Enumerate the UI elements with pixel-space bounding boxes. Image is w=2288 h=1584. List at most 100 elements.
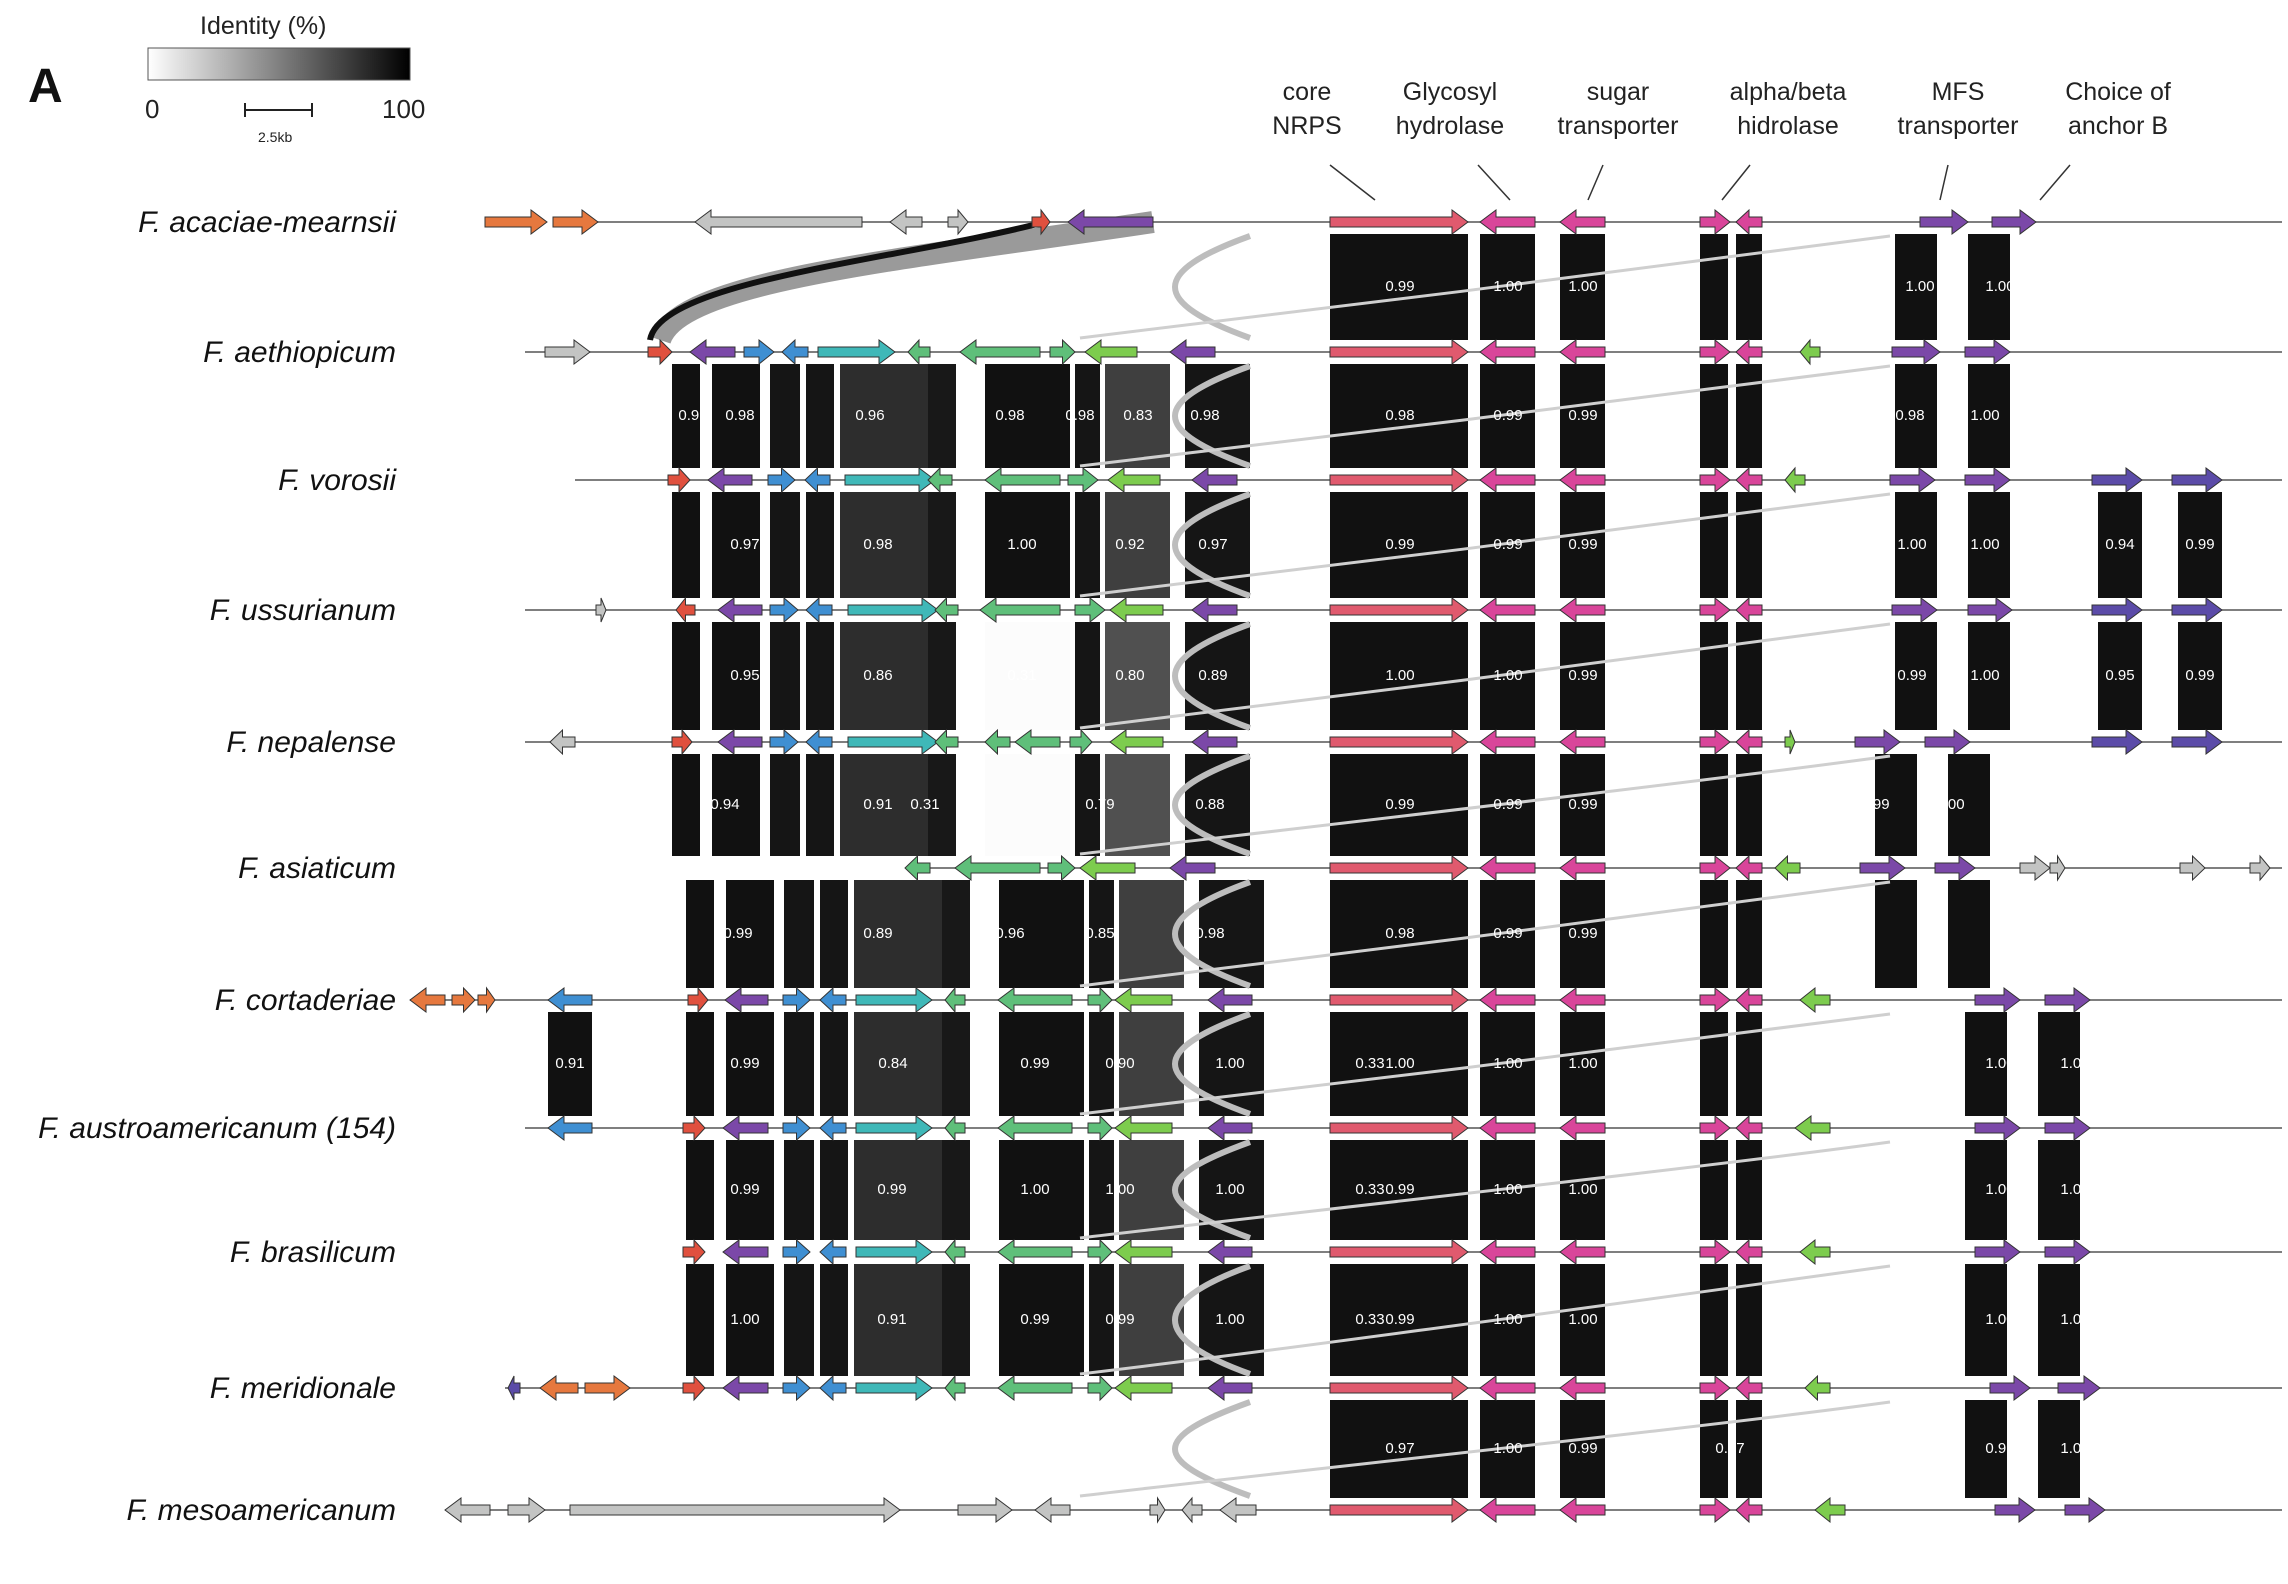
identity-value: 0.99: [1020, 1055, 1049, 1072]
gene-arrow: [409, 987, 446, 1013]
identity-band: [1700, 754, 1728, 856]
species-label: F. brasilicum: [230, 1236, 396, 1269]
gene-arrow: [539, 1375, 579, 1401]
identity-value: 0.95: [730, 667, 759, 684]
identity-value: 0.98: [1895, 407, 1924, 424]
inversion-link: [1079, 364, 1891, 468]
identity-band: [784, 880, 814, 988]
gene-arrow: [1329, 987, 1469, 1013]
identity-value: 0.99: [877, 1181, 906, 1198]
identity-band: [1075, 492, 1100, 598]
identity-value: 0.84: [878, 1055, 907, 1072]
gene-arrow: [1735, 338, 1763, 366]
gene-arrow: [954, 855, 1041, 881]
identity-band: [1330, 364, 1468, 468]
gene-arrow: [722, 1239, 769, 1265]
gene-arrow: [1974, 1239, 2021, 1265]
gene-arrow: [569, 1497, 901, 1523]
species-label: F. meridionale: [210, 1372, 396, 1405]
identity-band: [1736, 622, 1762, 730]
gene-arrow: [1207, 1115, 1253, 1141]
gene-arrow: [1559, 209, 1606, 235]
identity-value: 1.00: [1493, 1440, 1522, 1457]
gene-arrow: [1087, 1238, 1113, 1266]
gene-arrow: [1994, 1497, 2036, 1523]
gene-arrow: [1699, 986, 1731, 1014]
genome-tracks: [409, 208, 2282, 1524]
gene-arrow: [675, 596, 696, 624]
svg-text:MFS: MFS: [1932, 78, 1985, 106]
identity-value: 1.00: [1020, 1181, 1049, 1198]
identity-band: [1089, 1264, 1114, 1376]
gene-arrow: [1891, 597, 1938, 623]
identity-value: 1.00: [1568, 1181, 1597, 1198]
identity-band: [928, 754, 956, 856]
identity-value: 1.00: [1568, 1569, 1597, 1584]
header-mfs-transporter: MFS transporter: [1898, 78, 2018, 201]
gene-arrow: [584, 1375, 631, 1401]
identity-band: [770, 364, 800, 468]
gene-arrow: [782, 1374, 811, 1402]
inversion-link: [1172, 491, 1252, 599]
identity-band: [854, 1140, 954, 1240]
gene-arrow: [1559, 987, 1606, 1013]
identity-value: 0.98: [863, 536, 892, 553]
identity-band: [1736, 880, 1762, 988]
gene-arrow: [855, 1115, 933, 1141]
identity-labels: 0.99 1.00 1.00 1.00 1.00 0.99 0.98 0.96 0.98 0.98…: [555, 278, 2214, 1584]
gene-arrow: [1479, 1239, 1536, 1265]
gene-arrow: [1699, 854, 1731, 882]
gene-arrow: [1964, 467, 2011, 493]
gene-arrow: [1479, 987, 1536, 1013]
identity-band: [1330, 492, 1468, 598]
identity-value: 0.99: [2185, 536, 2214, 553]
gene-arrow: [647, 338, 673, 366]
gene-arrow: [1559, 1375, 1606, 1401]
identity-band: [1700, 364, 1728, 468]
gene-arrow: [1735, 1238, 1763, 1266]
identity-value: 0.99: [1568, 407, 1597, 424]
identity-value: 0.99: [1493, 796, 1522, 813]
gene-arrow: [1699, 466, 1731, 494]
identity-band: [1965, 1400, 2007, 1498]
inversion-link: [1172, 879, 1252, 989]
identity-value: 0.91: [877, 1311, 906, 1328]
identity-value: 0.99: [1385, 1181, 1414, 1198]
inversion-link: [1079, 1400, 1891, 1498]
identity-value: 0.89: [863, 925, 892, 942]
identity-band: [1736, 1400, 1762, 1498]
identity-band: [1895, 492, 1937, 598]
gene-arrow: [1207, 1239, 1253, 1265]
gene-arrow: [769, 728, 799, 756]
identity-value: 1.00: [1007, 536, 1036, 553]
identity-value: 1.00: [1493, 1311, 1522, 1328]
gene-arrow: [2049, 854, 2066, 882]
gene-arrow: [1087, 1114, 1113, 1142]
identity-band: [686, 880, 714, 988]
identity-band: [1700, 492, 1728, 598]
gene-arrow: [547, 987, 593, 1013]
gene-arrow: [819, 986, 847, 1014]
gene-arrow: [544, 339, 591, 365]
gene-arrow: [782, 1114, 811, 1142]
gene-arrow: [1934, 855, 1976, 881]
gene-arrow: [944, 1114, 966, 1142]
gene-arrow: [1181, 1496, 1203, 1524]
panel-label: A: [28, 60, 63, 113]
gene-arrow: [1784, 466, 1806, 494]
identity-band: [942, 1140, 970, 1240]
identity-band: [1875, 880, 1917, 988]
gene-arrow: [1735, 854, 1763, 882]
identity-band: [854, 880, 954, 988]
identity-band: [672, 622, 700, 730]
identity-band: [1560, 1012, 1605, 1116]
gene-arrow: [1559, 597, 1606, 623]
identity-band: [2038, 1140, 2080, 1240]
gene-arrow: [1964, 339, 2011, 365]
gene-arrow: [1559, 1239, 1606, 1265]
header-sugar-transporter: sugar transporter: [1558, 78, 1678, 201]
gene-arrow: [997, 1375, 1073, 1401]
identity-value: 1.00: [1970, 407, 1999, 424]
gene-arrow: [722, 1375, 769, 1401]
identity-band: [686, 1012, 714, 1116]
